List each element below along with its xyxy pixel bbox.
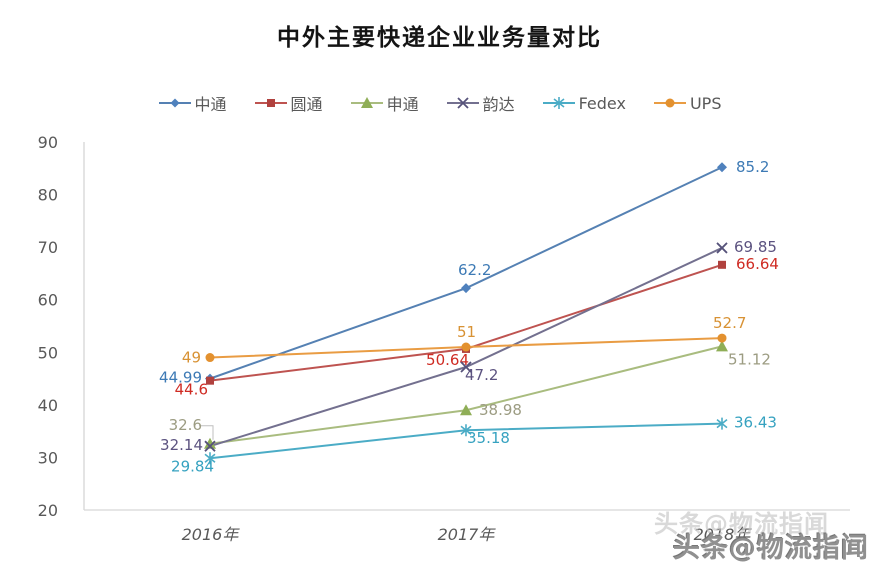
legend-label: Fedex — [578, 93, 626, 113]
legend-label: 韵达 — [482, 95, 515, 114]
legend: 中通 圆通 申通 韵达 Fedex UPS — [0, 91, 879, 115]
chart-title: 中外主要快递企业业务量对比 — [277, 24, 602, 51]
legend-item-yunda: 韵达 — [446, 91, 515, 115]
data-label-yto-1: 50.64 — [426, 351, 469, 369]
legend-item-ups: UPS — [653, 93, 722, 113]
x-marker — [716, 242, 728, 254]
diamond-marker — [461, 283, 471, 294]
legend-item-yto: 圆通 — [254, 91, 323, 115]
asterisk-marker — [716, 417, 728, 430]
diamond-legend-icon — [158, 98, 191, 108]
data-label-yunda-0: 32.14 — [160, 436, 203, 454]
data-label-yunda-2: 69.85 — [734, 238, 777, 256]
data-label-sto-0: 32.6 — [169, 416, 202, 434]
data-label-yto-0: 44.6 — [175, 381, 208, 399]
y-tick-label: 20 — [38, 501, 58, 520]
circle-legend-icon — [653, 98, 686, 108]
y-tick-label: 80 — [38, 186, 58, 205]
data-label-zto-2: 85.2 — [736, 158, 769, 176]
triangle-marker — [460, 404, 472, 416]
legend-label: 申通 — [386, 95, 419, 114]
x-marker — [204, 440, 216, 452]
x-marker — [456, 97, 469, 109]
data-label-yunda-1: 47.2 — [465, 366, 498, 384]
legend-item-fedex: Fedex — [542, 94, 626, 113]
data-label-fedex-2: 36.43 — [734, 414, 777, 432]
y-tick-label: 60 — [38, 291, 58, 310]
triangle-legend-icon — [350, 97, 383, 108]
data-label-ups-1: 51 — [457, 323, 476, 341]
square-marker — [718, 260, 726, 269]
y-tick-label: 50 — [38, 343, 58, 362]
x-axis-label: 2016年 — [182, 525, 241, 544]
x-axis-label: 2017年 — [438, 525, 497, 544]
asterisk-marker — [460, 424, 472, 437]
label-leader-line — [199, 425, 214, 440]
data-label-yto-2: 66.64 — [736, 255, 779, 273]
circle-marker — [461, 342, 471, 352]
y-tick-label: 40 — [38, 396, 58, 415]
circle-marker — [717, 333, 727, 343]
diamond-marker — [717, 162, 727, 173]
triangle-marker — [204, 437, 216, 449]
data-label-sto-2: 51.12 — [728, 350, 771, 368]
circle-marker — [205, 353, 215, 363]
legend-item-sto: 申通 — [350, 91, 419, 115]
triangle-marker — [716, 340, 728, 352]
x-legend-icon — [446, 97, 479, 109]
data-label-fedex-1: 35.18 — [467, 429, 510, 447]
asterisk-marker — [204, 452, 216, 465]
y-tick-label: 70 — [38, 238, 58, 257]
square-marker — [266, 99, 275, 107]
data-label-sto-1: 38.98 — [479, 401, 522, 419]
data-label-zto-1: 62.2 — [458, 261, 491, 279]
legend-item-zto: 中通 — [158, 91, 227, 115]
legend-label: 圆通 — [290, 95, 323, 114]
y-tick-label: 90 — [38, 133, 58, 152]
square-marker — [206, 376, 214, 385]
x-marker — [460, 361, 472, 373]
square-legend-icon — [254, 99, 287, 107]
asterisk-legend-icon — [542, 97, 575, 109]
legend-label: 中通 — [194, 95, 227, 114]
x-axis-label: 2018年 — [694, 525, 753, 544]
legend-label: UPS — [689, 93, 722, 113]
asterisk-marker — [553, 97, 565, 109]
y-tick-label: 30 — [38, 448, 58, 467]
data-label-zto-0: 44.99 — [159, 369, 202, 387]
triangle-marker — [360, 97, 373, 108]
data-label-ups-2: 52.7 — [713, 314, 746, 332]
data-label-ups-0: 49 — [182, 349, 201, 367]
circle-marker — [665, 98, 675, 108]
data-label-fedex-0: 29.84 — [171, 457, 214, 475]
diamond-marker — [170, 98, 180, 108]
